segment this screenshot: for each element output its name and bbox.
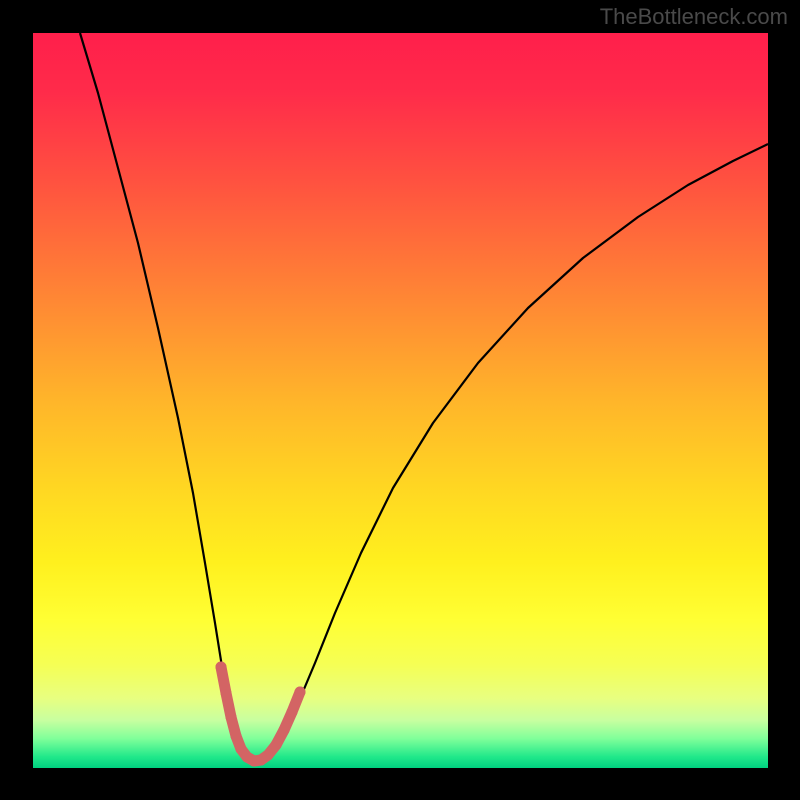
valley-marker-dot: [287, 707, 298, 718]
bottleneck-curve: [80, 33, 768, 761]
valley-marker-dot: [271, 740, 282, 751]
chart-overlay: [0, 0, 800, 800]
valley-marker-dot: [221, 688, 232, 699]
valley-marker-dot: [216, 662, 227, 673]
valley-marker-dot: [226, 712, 237, 723]
valley-marker-dot: [231, 731, 242, 742]
valley-marker-group: [216, 662, 306, 767]
watermark-text: TheBottleneck.com: [600, 4, 788, 30]
valley-marker-dot: [279, 725, 290, 736]
valley-marker-dot: [295, 687, 306, 698]
valley-marker-dot: [263, 750, 274, 761]
